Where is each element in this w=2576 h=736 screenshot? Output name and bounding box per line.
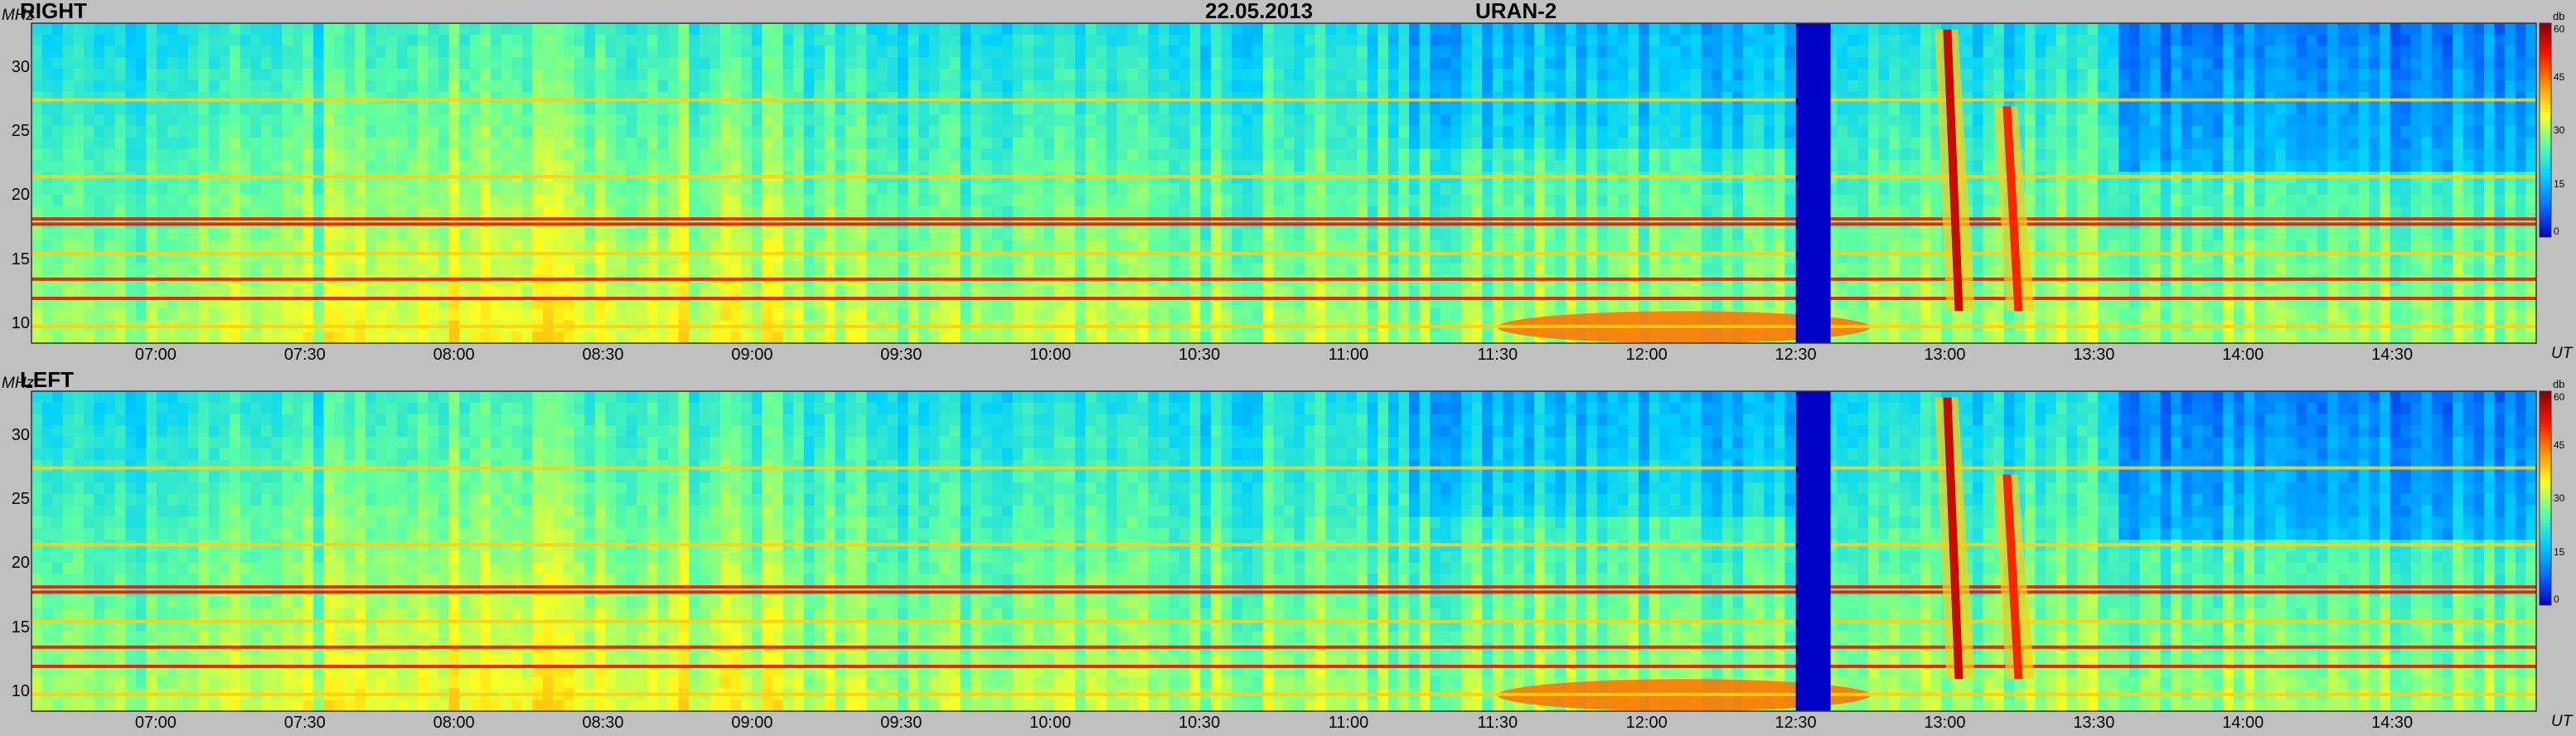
type-iii-burst xyxy=(2002,106,2023,312)
instrument-name: URAN-2 xyxy=(1475,0,1557,23)
x-tick-label: 09:30 xyxy=(880,714,922,732)
x-tick-label: 10:00 xyxy=(1029,346,1072,364)
x-tick-label: 10:30 xyxy=(1179,346,1221,364)
type-iii-burst xyxy=(1943,397,1963,680)
y-unit-label: MHz xyxy=(2,375,35,392)
interference-line xyxy=(31,543,2536,547)
interference-line xyxy=(31,175,2536,179)
colorbar-tick-label: 30 xyxy=(2554,124,2565,136)
x-tick-label: 09:00 xyxy=(731,714,773,732)
x-tick-label: 07:00 xyxy=(134,714,177,732)
x-unit-label: UT xyxy=(2551,345,2573,362)
interference-line xyxy=(31,297,2536,300)
colorbar-unit: db xyxy=(2553,378,2565,390)
data-gap xyxy=(1795,391,1831,711)
observation-date: 22.05.2013 xyxy=(1205,0,1314,23)
interference-line xyxy=(31,585,2536,589)
panel-label-right: RIGHT xyxy=(20,0,87,23)
interference-line xyxy=(31,466,2536,470)
colorbar-tick-label: 15 xyxy=(2554,177,2565,190)
x-tick-label: 14:30 xyxy=(2371,714,2414,732)
x-tick-label: 14:00 xyxy=(2222,346,2264,364)
spectrogram-right xyxy=(31,22,2537,344)
x-tick-label: 13:00 xyxy=(1924,714,1966,732)
colorbar-gradient xyxy=(2539,22,2552,238)
spectrogram-background xyxy=(31,391,2537,712)
colorbar-tick-label: 0 xyxy=(2554,593,2559,605)
y-tick-label: 10 xyxy=(11,313,30,332)
x-tick-label: 08:00 xyxy=(433,346,475,364)
x-tick-label: 07:30 xyxy=(283,714,326,732)
x-tick-label: 08:00 xyxy=(433,714,475,732)
x-tick-label: 12:30 xyxy=(1775,346,1817,364)
x-tick-label: 12:00 xyxy=(1625,346,1668,364)
data-gap xyxy=(1795,23,1831,343)
y-tick-label: 20 xyxy=(11,554,30,573)
interference-line xyxy=(31,251,2536,255)
x-tick-label: 09:30 xyxy=(880,346,922,364)
y-tick-label: 30 xyxy=(11,426,30,445)
colorbar-tick-label: 0 xyxy=(2554,225,2559,237)
colorbar-tick-label: 45 xyxy=(2554,438,2565,451)
x-tick-label: 08:30 xyxy=(582,346,624,364)
type-iii-burst xyxy=(1943,29,1963,312)
interference-line xyxy=(31,217,2536,221)
colorbar-tick-label: 60 xyxy=(2554,391,2565,403)
x-tick-label: 09:00 xyxy=(731,346,773,364)
spectrogram-left xyxy=(31,390,2537,712)
interference-line xyxy=(31,277,2536,281)
type-iii-burst xyxy=(2002,474,2023,680)
x-tick-label: 12:30 xyxy=(1775,714,1817,732)
panel-label-left: LEFT xyxy=(20,367,74,392)
y-tick-label: 20 xyxy=(11,186,30,205)
y-tick-label: 30 xyxy=(11,58,30,77)
x-tick-label: 11:00 xyxy=(1328,346,1369,364)
x-tick-label: 10:00 xyxy=(1029,714,1072,732)
colorbar-unit: db xyxy=(2553,10,2565,22)
spectrogram-plot xyxy=(31,390,2537,712)
interference-line xyxy=(31,98,2536,102)
colorbar-tick-label: 15 xyxy=(2554,545,2565,558)
colorbar-left xyxy=(2539,390,2552,606)
x-tick-label: 11:00 xyxy=(1328,714,1369,732)
interference-line xyxy=(31,222,2536,226)
colorbar-tick-label: 60 xyxy=(2554,23,2565,35)
plot-frame xyxy=(31,22,2537,344)
plot-frame xyxy=(31,390,2537,712)
y-tick-label: 25 xyxy=(11,490,30,509)
y-tick-label: 10 xyxy=(11,681,30,700)
colorbar-right xyxy=(2539,22,2552,238)
spectrogram-plot xyxy=(31,22,2537,344)
y-unit-label: MHz xyxy=(2,7,35,24)
interference-line xyxy=(31,692,2536,696)
x-tick-label: 14:00 xyxy=(2222,714,2264,732)
colorbar-gradient xyxy=(2539,390,2552,606)
colorbar-tick-label: 30 xyxy=(2554,492,2565,504)
x-tick-label: 13:30 xyxy=(2073,714,2115,732)
x-tick-label: 14:30 xyxy=(2371,346,2414,364)
y-tick-label: 15 xyxy=(11,617,30,637)
interference-line xyxy=(31,665,2536,668)
x-unit-label: UT xyxy=(2551,713,2573,730)
interference-line xyxy=(31,645,2536,649)
x-tick-label: 11:30 xyxy=(1477,346,1518,364)
x-tick-label: 10:30 xyxy=(1179,714,1221,732)
interference-line xyxy=(31,619,2536,623)
spectrogram-background xyxy=(31,23,2537,344)
interference-line xyxy=(31,590,2536,594)
x-tick-label: 12:00 xyxy=(1625,714,1668,732)
y-tick-label: 25 xyxy=(11,122,30,141)
interference-line xyxy=(31,324,2536,328)
y-tick-label: 15 xyxy=(11,249,30,269)
x-tick-label: 07:30 xyxy=(283,346,326,364)
x-tick-label: 13:30 xyxy=(2073,346,2115,364)
x-tick-label: 13:00 xyxy=(1924,346,1966,364)
x-tick-label: 07:00 xyxy=(134,346,177,364)
x-tick-label: 08:30 xyxy=(582,714,624,732)
colorbar-tick-label: 45 xyxy=(2554,70,2565,83)
x-tick-label: 11:30 xyxy=(1477,714,1518,732)
